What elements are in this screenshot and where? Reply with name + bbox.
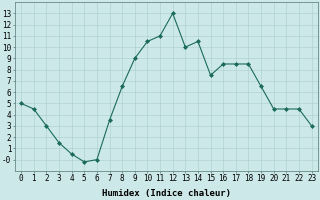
X-axis label: Humidex (Indice chaleur): Humidex (Indice chaleur) <box>102 189 231 198</box>
